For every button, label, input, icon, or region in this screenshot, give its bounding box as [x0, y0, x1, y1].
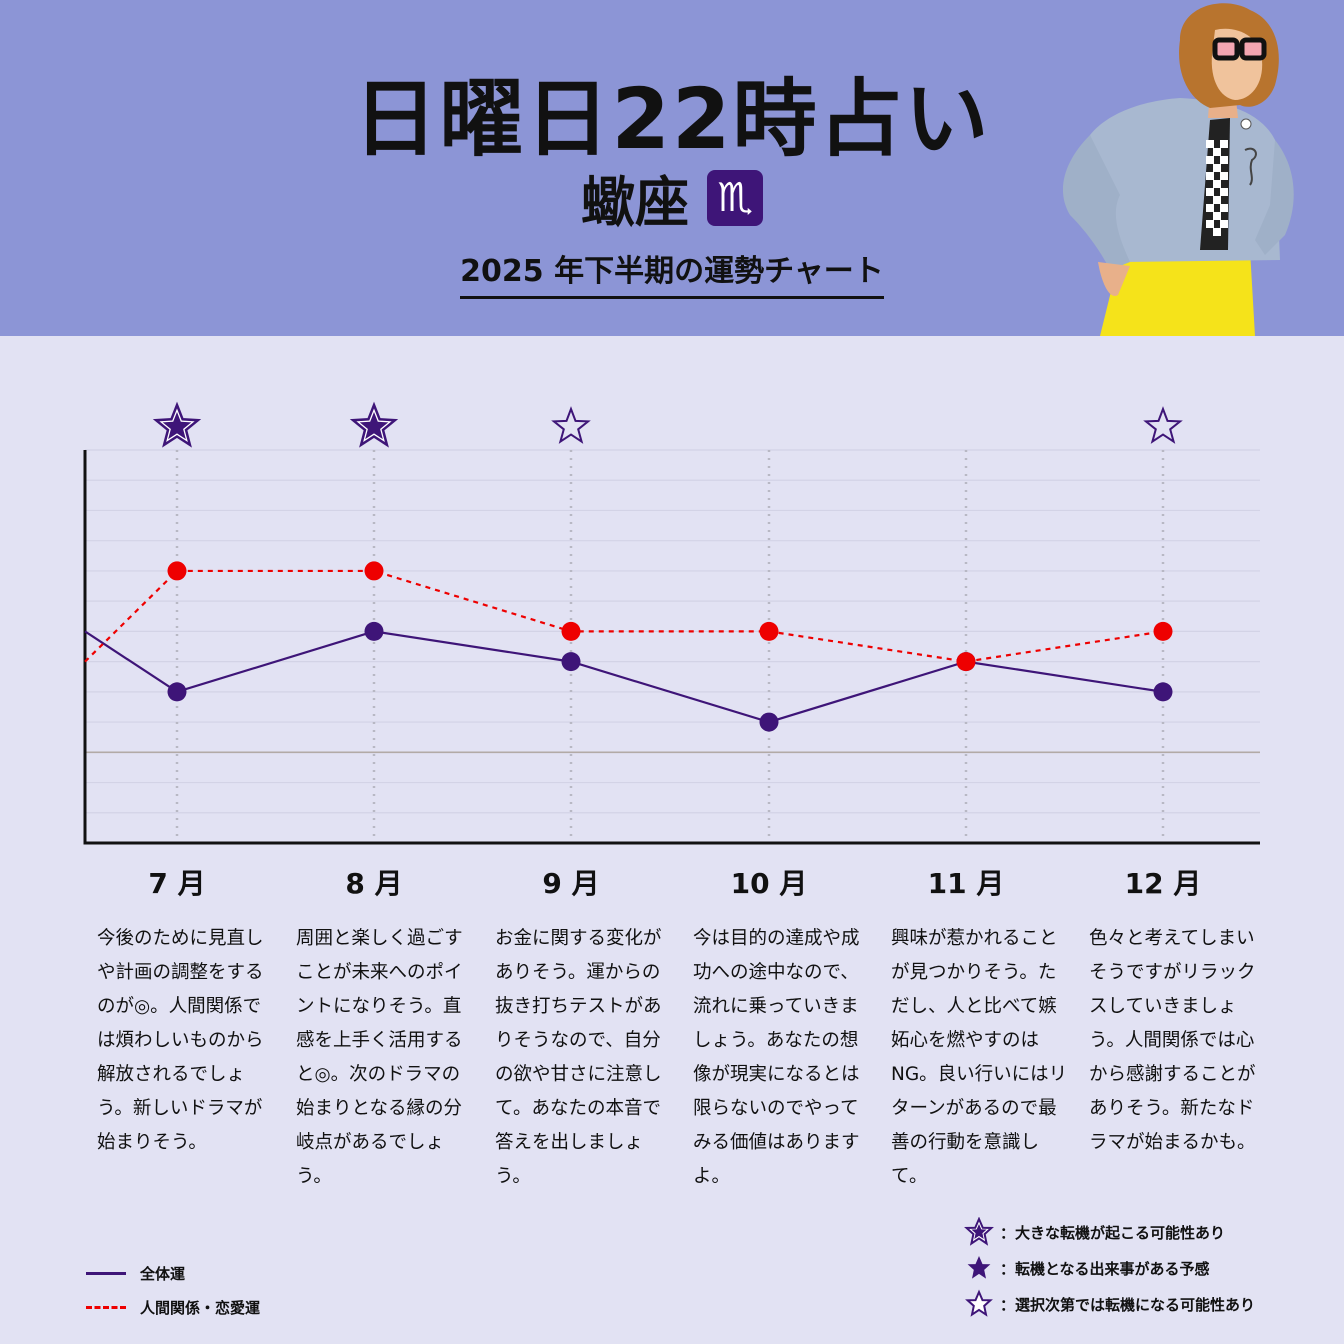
line-legend: 全体運 人間関係・恋愛運	[86, 1256, 260, 1324]
month-description: 色々と考えてしまいそうですがリラックスしていきましょう。人間関係では心から感謝す…	[1089, 928, 1256, 1153]
scorpio-symbol-icon: ♏	[707, 169, 763, 226]
month-description: 興味が惹かれることが見つかりそう。ただし、人と比べて嫉妬心を燃やすのは NG。良…	[891, 928, 1068, 1187]
fortune-line-chart	[83, 401, 1260, 845]
overall-fortune-point	[1153, 682, 1173, 702]
month-description: お金に関する変化がありそう。運からの抜き打ちテストがありそうなので、自分の欲や甘…	[495, 928, 662, 1187]
month-label: 9 月	[542, 867, 600, 900]
legend-item-overall: 全体運	[86, 1256, 260, 1290]
love-fortune-point	[364, 561, 384, 581]
month-label: 7 月	[148, 867, 206, 900]
love-fortune-point	[561, 621, 581, 641]
legend-label: ：大きな転機が起こる可能性あり	[1000, 1223, 1226, 1242]
page-title: 日曜日22時占い	[353, 70, 991, 168]
outline-star-icon	[551, 406, 591, 444]
large-filled-star-icon	[359, 412, 389, 440]
outline-star-icon	[1143, 406, 1183, 444]
large-filled-star-icon	[964, 1217, 994, 1246]
dashed-line-swatch	[86, 1305, 126, 1309]
legend-item-choice-turning: ：選択次第では転機になる可能性あり	[964, 1286, 1255, 1322]
header-banner: 日曜日22時占い 蠍座 ♏ 2025 年下半期の運勢チャート	[0, 0, 1344, 336]
solid-line-swatch	[86, 1271, 126, 1275]
month-description: 今は目的の達成や成功への途中なので、流れに乗っていきましょう。あなたの想像が現実…	[693, 928, 860, 1187]
legend-label: ：転機となる出来事がある予感	[1000, 1259, 1210, 1278]
overall-fortune-point	[167, 682, 187, 702]
month-axis: 7 月 8 月 9 月 10 月 11 月 12 月	[0, 862, 1344, 902]
month-description: 今後のために見直しや計画の調整をするのが◎。人間関係では煩わしいものから解放され…	[97, 928, 264, 1153]
love-fortune-line	[84, 569, 1164, 663]
chart-subtitle: 2025 年下半期の運勢チャート	[460, 246, 884, 299]
month-description: 周囲と楽しく過ごすことが未来へのポイントになりそう。直感を上手く活用すると◎。次…	[296, 928, 463, 1187]
legend-label: 人間関係・恋愛運	[140, 1298, 261, 1317]
legend-label: ：選択次第では転機になる可能性あり	[1000, 1295, 1256, 1314]
love-fortune-point	[167, 561, 187, 581]
month-label: 8 月	[345, 867, 403, 900]
month-label: 12 月	[1124, 867, 1202, 900]
legend-item-big-turning-point: ：大きな転機が起こる可能性あり	[964, 1214, 1255, 1250]
overall-fortune-point	[561, 652, 581, 672]
overall-fortune-line	[84, 630, 1164, 724]
fortune-teller-illustration	[1062, 3, 1294, 336]
legend-item-love: 人間関係・恋愛運	[86, 1290, 260, 1324]
month-label: 10 月	[730, 867, 808, 900]
legend-label: 全体運	[140, 1264, 186, 1283]
filled-star-icon	[967, 1256, 991, 1279]
large-filled-star-icon	[162, 412, 192, 440]
overall-fortune-point	[364, 621, 384, 641]
zodiac-sign-name: 蠍座	[581, 171, 689, 234]
month-label: 11 月	[927, 867, 1005, 900]
zodiac-sign-row: 蠍座 ♏	[0, 158, 1344, 237]
legend-item-turning-event: ：転機となる出来事がある予感	[964, 1250, 1255, 1286]
love-fortune-point	[956, 652, 976, 672]
love-fortune-point	[1153, 621, 1173, 641]
overall-fortune-point	[759, 712, 779, 732]
outline-star-icon	[965, 1289, 993, 1317]
star-legend: ：大きな転機が起こる可能性あり ：転機となる出来事がある予感 ：選択次第では転機…	[964, 1214, 1255, 1322]
love-fortune-point	[759, 621, 779, 641]
